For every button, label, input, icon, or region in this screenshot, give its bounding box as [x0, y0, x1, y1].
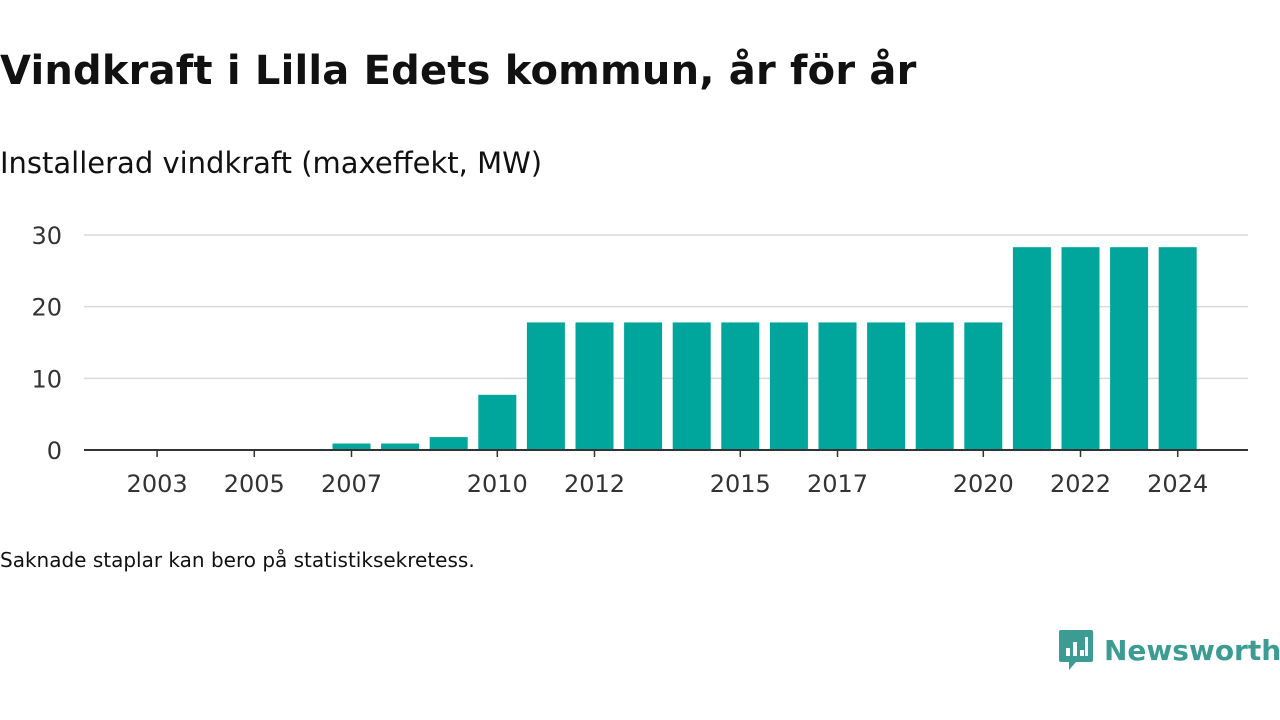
bar-2010 — [478, 394, 517, 450]
bar-2024 — [1158, 247, 1197, 450]
bar-2008 — [381, 443, 420, 450]
bar-2020 — [964, 322, 1003, 450]
chart-subtitle: Installerad vindkraft (maxeffekt, MW) — [0, 146, 543, 180]
bar-2013 — [624, 322, 663, 450]
x-tick-label: 2022 — [1050, 470, 1111, 498]
x-tick-label: 2005 — [224, 470, 285, 498]
bar-chart: 0 10 20 30 2003 2005 2007 2010 2012 2015 2017 2020 2… — [31, 222, 1248, 498]
bar-2021 — [1012, 247, 1051, 450]
bar-2014 — [672, 322, 711, 450]
bar-2023 — [1110, 247, 1149, 450]
bar-2007 — [332, 443, 371, 450]
bar-2015 — [721, 322, 760, 450]
newsworthy-logo: Newsworthy — [1058, 628, 1280, 672]
y-tick-label: 20 — [31, 294, 62, 322]
axes: 0 10 20 30 2003 2005 2007 2010 2012 2015 2017 2020 2… — [31, 222, 1248, 498]
bars — [332, 247, 1197, 450]
y-tick-label: 0 — [47, 437, 62, 465]
x-tick-label: 2012 — [564, 470, 625, 498]
bar-2011 — [526, 322, 565, 450]
brand-name: Newsworthy — [1104, 633, 1280, 667]
x-tick-label: 2010 — [467, 470, 528, 498]
x-tick-label: 2024 — [1147, 470, 1208, 498]
x-tick-label: 2007 — [321, 470, 382, 498]
bar-2018 — [867, 322, 906, 450]
bar-2017 — [818, 322, 857, 450]
footnote: Saknade staplar kan bero på statistiksek… — [0, 548, 475, 572]
x-tick-label: 2015 — [710, 470, 771, 498]
y-tick-label: 10 — [31, 365, 62, 393]
y-tick-label: 30 — [31, 222, 62, 250]
gridlines — [84, 234, 1248, 380]
x-tick-label: 2020 — [953, 470, 1014, 498]
x-tick-label: 2003 — [127, 470, 188, 498]
bar-2019 — [915, 322, 954, 450]
bar-2022 — [1061, 247, 1100, 450]
bar-2016 — [769, 322, 808, 450]
x-tick-label: 2017 — [807, 470, 868, 498]
bar-2012 — [575, 322, 614, 450]
newsworthy-chart-bubble-icon — [1059, 630, 1093, 670]
chart-title: Vindkraft i Lilla Edets kommun, år för å… — [0, 48, 917, 94]
bar-2009 — [429, 437, 468, 450]
